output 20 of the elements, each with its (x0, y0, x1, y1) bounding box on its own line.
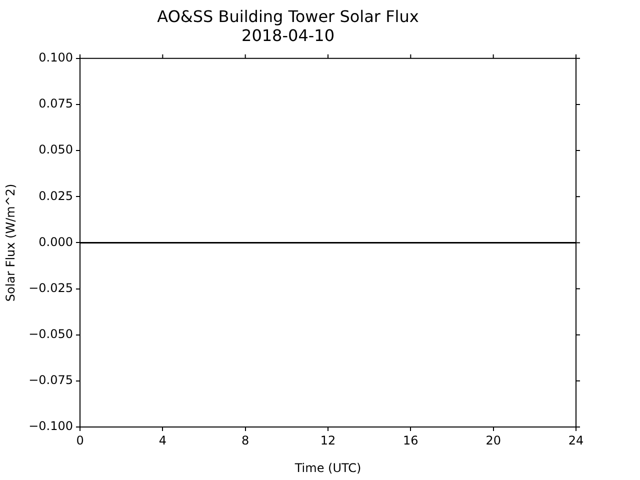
y-tick-label: −0.025 (28, 280, 73, 295)
y-tick-label: 0.075 (38, 96, 73, 111)
y-tick-label: 0.025 (38, 188, 73, 203)
y-tick-label: 0.100 (38, 50, 73, 65)
x-tick-label: 16 (403, 433, 418, 448)
y-tick-label: 0.050 (38, 142, 73, 157)
x-tick-label: 0 (76, 433, 84, 448)
x-tick-label: 4 (158, 433, 166, 448)
x-tick-label: 8 (242, 433, 250, 448)
chart-title: AO&SS Building Tower Solar Flux (157, 6, 419, 26)
x-tick-label: 20 (486, 433, 501, 448)
chart-subtitle: 2018-04-10 (242, 26, 334, 45)
y-tick-label: −0.050 (28, 326, 73, 341)
y-tick-label: −0.100 (28, 419, 73, 434)
y-tick-label: 0.000 (38, 234, 73, 249)
x-tick-label: 24 (568, 433, 584, 448)
y-axis-title: Solar Flux (W/m^2) (3, 184, 18, 302)
x-tick-label: 12 (320, 433, 336, 448)
x-axis-title: Time (UTC) (294, 460, 362, 475)
y-tick-label: −0.075 (28, 373, 73, 388)
